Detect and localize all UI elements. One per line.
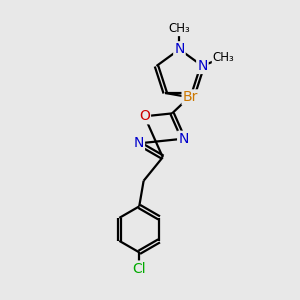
Text: CH₃: CH₃: [213, 51, 235, 64]
Text: N: N: [174, 42, 184, 56]
Text: Cl: Cl: [132, 262, 146, 275]
Text: N: N: [197, 59, 208, 73]
Text: Br: Br: [183, 90, 198, 104]
Text: N: N: [134, 136, 144, 150]
Text: O: O: [139, 109, 150, 123]
Text: N: N: [178, 132, 188, 146]
Text: CH₃: CH₃: [169, 22, 190, 35]
